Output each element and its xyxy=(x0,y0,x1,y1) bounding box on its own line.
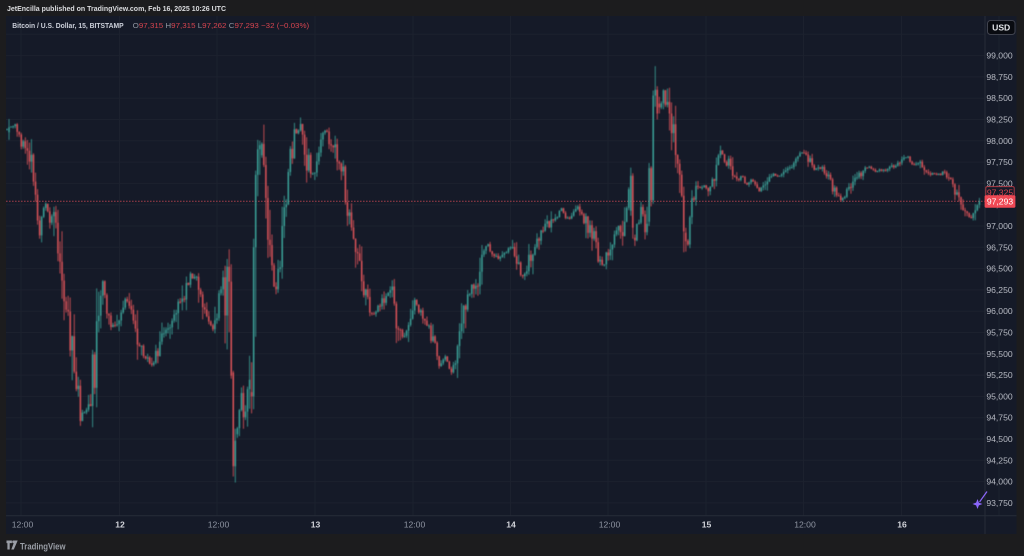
svg-text:96,750: 96,750 xyxy=(986,242,1013,252)
svg-text:12:00: 12:00 xyxy=(12,520,34,530)
svg-text:94,500: 94,500 xyxy=(986,434,1013,444)
svg-text:96,000: 96,000 xyxy=(986,306,1013,316)
svg-text:Bitcoin / U.S. Dollar, 15, BIT: Bitcoin / U.S. Dollar, 15, BITSTAMP xyxy=(12,21,124,30)
svg-text:15: 15 xyxy=(702,520,712,530)
svg-text:95,000: 95,000 xyxy=(986,391,1013,401)
svg-text:99,000: 99,000 xyxy=(986,51,1013,61)
svg-text:98,250: 98,250 xyxy=(986,115,1013,125)
svg-text:95,500: 95,500 xyxy=(986,349,1013,359)
svg-text:97,293: 97,293 xyxy=(987,197,1014,207)
svg-text:94,000: 94,000 xyxy=(986,477,1013,487)
svg-text:95,250: 95,250 xyxy=(986,370,1013,380)
svg-text:12:00: 12:00 xyxy=(208,520,230,530)
svg-text:O97,315 H97,315 L97,262 C97,29: O97,315 H97,315 L97,262 C97,293 −32 (−0.… xyxy=(133,21,310,30)
svg-text:12: 12 xyxy=(115,520,125,530)
svg-text:96,250: 96,250 xyxy=(986,285,1013,295)
svg-text:12:00: 12:00 xyxy=(599,520,621,530)
svg-text:97,750: 97,750 xyxy=(986,157,1013,167)
svg-text:97,500: 97,500 xyxy=(986,178,1013,188)
svg-text:13: 13 xyxy=(311,520,321,530)
svg-text:16: 16 xyxy=(897,520,907,530)
svg-text:96,500: 96,500 xyxy=(986,264,1013,274)
svg-text:94,750: 94,750 xyxy=(986,413,1013,423)
svg-text:98,750: 98,750 xyxy=(986,72,1013,82)
svg-text:14: 14 xyxy=(506,520,516,530)
svg-text:USD: USD xyxy=(992,23,1010,33)
svg-text:12:00: 12:00 xyxy=(404,520,426,530)
svg-text:98,000: 98,000 xyxy=(986,136,1013,146)
svg-text:93,750: 93,750 xyxy=(986,498,1013,508)
svg-text:12:00: 12:00 xyxy=(794,520,816,530)
svg-text:94,250: 94,250 xyxy=(986,455,1013,465)
svg-text:95,750: 95,750 xyxy=(986,328,1013,338)
svg-text:97,325: 97,325 xyxy=(987,187,1014,197)
svg-text:98,500: 98,500 xyxy=(986,93,1013,103)
svg-text:JetEncilla published on Tradin: JetEncilla published on TradingView.com,… xyxy=(7,4,226,13)
svg-text:TradingView: TradingView xyxy=(20,541,66,551)
svg-text:97,000: 97,000 xyxy=(986,221,1013,231)
